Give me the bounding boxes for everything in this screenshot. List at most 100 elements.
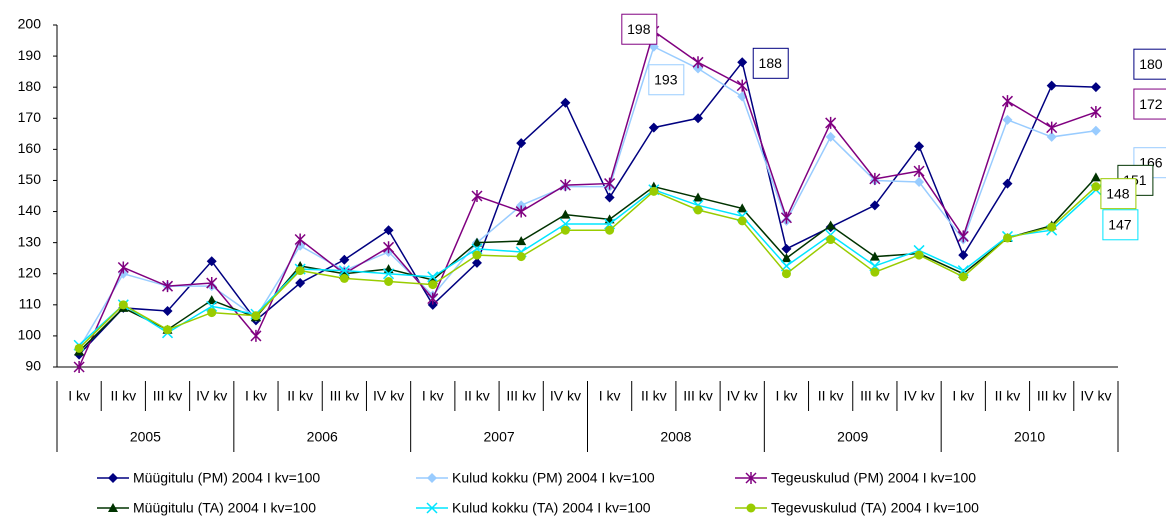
series-line [78, 176, 1097, 352]
x-tick-label: IV kv [196, 388, 227, 404]
marker [825, 220, 836, 230]
marker [338, 265, 350, 277]
series-line [78, 30, 1097, 368]
marker [560, 97, 571, 108]
marker [957, 230, 969, 243]
y-tick-label: 190 [18, 47, 42, 63]
x-group-label: 2007 [484, 429, 515, 445]
marker [825, 131, 836, 142]
data-label-box [1100, 178, 1137, 210]
series-line [78, 186, 1097, 349]
x-tick-label: III kv [506, 388, 536, 404]
x-tick-label: II kv [818, 388, 844, 404]
marker [648, 122, 659, 133]
legend-label: Kulud kokku (PM) 2004 I kv=100 [452, 470, 655, 486]
marker [108, 503, 118, 512]
marker [427, 271, 439, 283]
marker [604, 192, 615, 203]
marker [207, 308, 217, 318]
marker [914, 141, 925, 152]
x-group-label: 2006 [307, 429, 338, 445]
legend-label: Tegevuskulud (TA) 2004 I kv=100 [771, 500, 979, 516]
marker [1002, 233, 1012, 243]
marker [516, 252, 526, 262]
data-label: 148 [1106, 185, 1130, 201]
x-tick-label: III kv [153, 388, 183, 404]
marker [737, 57, 748, 68]
x-tick-label: II kv [464, 388, 490, 404]
data-label: 198 [627, 21, 651, 37]
marker [1090, 106, 1102, 119]
legend-label: Tegeuskulud (PM) 2004 I kv=100 [771, 470, 976, 486]
marker [693, 113, 704, 124]
marker [516, 236, 527, 246]
marker [515, 205, 527, 218]
x-tick-label: II kv [641, 388, 667, 404]
marker [737, 216, 747, 226]
x-tick-label: II kv [287, 388, 313, 404]
marker [206, 277, 218, 290]
marker [161, 280, 174, 293]
marker [250, 329, 262, 342]
x-tick-label: IV kv [904, 388, 935, 404]
marker [693, 205, 703, 215]
marker [693, 192, 704, 202]
marker [1046, 131, 1057, 142]
marker [1047, 222, 1057, 232]
marker [737, 203, 748, 213]
marker [649, 186, 659, 196]
series-line [78, 188, 1097, 346]
marker [958, 272, 968, 282]
marker [118, 268, 129, 279]
marker [1002, 114, 1013, 125]
marker [781, 243, 792, 254]
marker [869, 172, 881, 185]
series-line [78, 60, 1096, 356]
data-label: 147 [1108, 216, 1132, 232]
marker [383, 268, 395, 280]
marker [1091, 182, 1101, 192]
data-label-box [621, 13, 658, 45]
marker [781, 269, 791, 279]
marker [560, 209, 571, 219]
x-tick-label: I kv [776, 388, 798, 404]
x-tick-label: III kv [330, 388, 360, 404]
x-tick-label: II kv [995, 388, 1021, 404]
x-tick-label: IV kv [1080, 388, 1111, 404]
y-tick-label: 170 [18, 109, 42, 125]
x-tick-label: I kv [422, 388, 444, 404]
marker [781, 253, 792, 263]
x-tick-label: IV kv [373, 388, 404, 404]
x-tick-label: II kv [110, 388, 136, 404]
marker [426, 502, 438, 514]
marker [560, 225, 570, 235]
marker [516, 138, 527, 149]
data-label: 172 [1139, 96, 1163, 112]
x-group-label: 2005 [130, 429, 161, 445]
marker [516, 200, 527, 211]
marker [746, 503, 756, 513]
marker [1090, 82, 1101, 93]
x-tick-label: I kv [245, 388, 267, 404]
y-tick-label: 140 [18, 202, 42, 218]
marker [206, 256, 217, 267]
marker [73, 361, 85, 373]
marker [958, 250, 969, 261]
marker [383, 241, 395, 254]
data-label: 188 [759, 55, 783, 71]
data-label-box [752, 47, 789, 79]
x-tick-label: III kv [1037, 388, 1067, 404]
series [74, 182, 1101, 353]
marker [295, 278, 306, 289]
marker [118, 300, 128, 310]
marker [471, 190, 483, 202]
marker [108, 473, 118, 483]
marker [869, 200, 880, 211]
legend-label: Kulud kokku (TA) 2004 I kv=100 [452, 500, 651, 516]
marker [294, 233, 306, 246]
legend-label: Müügitulu (PM) 2004 I kv=100 [133, 470, 320, 486]
y-tick-label: 180 [18, 78, 42, 94]
marker [869, 251, 880, 261]
marker [471, 257, 482, 268]
